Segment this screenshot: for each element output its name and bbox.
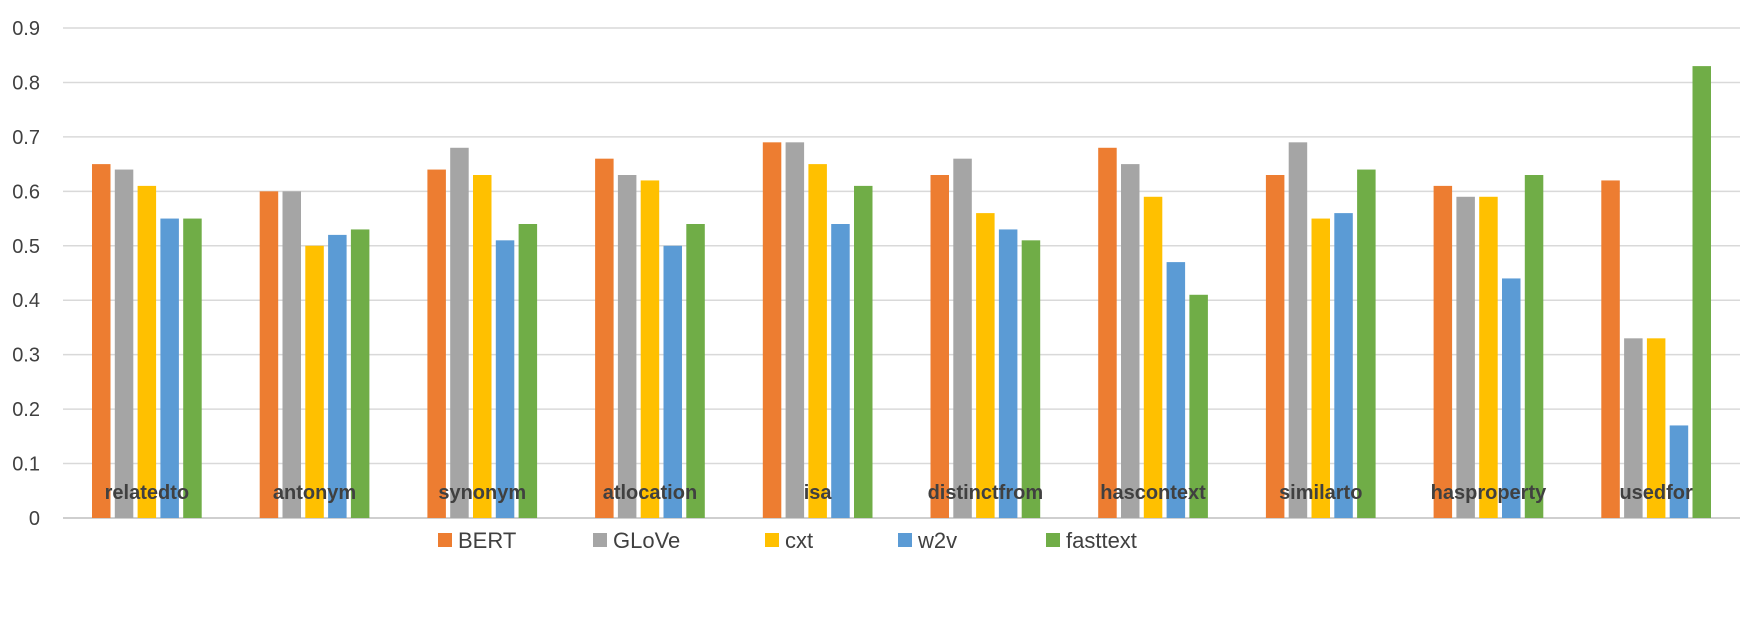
bar-fasttext-atlocation xyxy=(686,224,705,518)
y-tick-label: 0.5 xyxy=(12,236,40,258)
y-tick-label: 0.2 xyxy=(12,399,40,421)
legend-swatch-w2v xyxy=(898,533,912,547)
legend-label: BERT xyxy=(458,528,516,553)
bar-bert-usedfor xyxy=(1601,180,1620,518)
bar-glove-atlocation xyxy=(617,175,637,518)
bar-bert-hasproperty xyxy=(1433,185,1453,518)
bar-bert-distinctfrom xyxy=(930,175,949,518)
legend-item-cxt: cxt xyxy=(765,528,813,553)
bar-cxt-hascontext xyxy=(1143,196,1163,518)
bar-bert-antonym xyxy=(259,191,279,518)
bar-cxt-hasproperty xyxy=(1479,196,1498,518)
legend-swatch-glove xyxy=(593,533,607,547)
bar-w2v-isa xyxy=(831,224,850,518)
bar-fasttext-antonym xyxy=(350,229,370,518)
y-axis-ticks: 0 0.1 0.2 0.3 0.4 0.5 0.6 0.7 0.8 0.9 xyxy=(12,18,40,530)
legend-label: cxt xyxy=(785,528,813,553)
bar-fasttext-usedfor xyxy=(1692,66,1711,519)
x-axis-labels: relatedto antonym synonym atlocation isa dist… xyxy=(105,482,1693,504)
legend-swatch-fasttext xyxy=(1046,533,1060,547)
bar-w2v-atlocation xyxy=(663,245,682,518)
y-tick-label: 0 xyxy=(29,508,40,530)
bar-cxt-synonym xyxy=(473,175,492,518)
y-tick-label: 0.6 xyxy=(12,181,40,203)
y-tick-label: 0.9 xyxy=(12,18,40,40)
legend-swatch-cxt xyxy=(765,533,779,547)
bar-glove-relatedto xyxy=(114,169,134,518)
bar-bert-similarto xyxy=(1265,175,1285,518)
bar-cxt-isa xyxy=(808,164,827,519)
x-tick-label: hascontext xyxy=(1100,482,1206,504)
bar-glove-isa xyxy=(785,142,805,518)
bar-glove-similarto xyxy=(1288,142,1308,518)
bar-fasttext-isa xyxy=(854,185,873,518)
bar-fasttext-synonym xyxy=(518,224,538,518)
x-tick-label: hasproperty xyxy=(1431,482,1547,504)
y-tick-label: 0.1 xyxy=(12,454,40,476)
bar-fasttext-similarto xyxy=(1357,169,1376,518)
x-tick-label: atlocation xyxy=(603,482,697,504)
bar-w2v-similarto xyxy=(1334,213,1353,519)
legend-label: GLoVe xyxy=(613,528,680,553)
bar-cxt-relatedto xyxy=(137,185,157,518)
legend-item-fasttext: fasttext xyxy=(1046,528,1137,553)
x-tick-label: antonym xyxy=(273,482,356,504)
x-tick-label: distinctfrom xyxy=(928,482,1044,504)
bar-cxt-distinctfrom xyxy=(976,213,995,519)
legend-label: fasttext xyxy=(1066,528,1137,553)
x-tick-label: synonym xyxy=(438,482,526,504)
bar-glove-antonym xyxy=(282,191,301,518)
bar-fasttext-hascontext xyxy=(1189,294,1208,518)
x-tick-label: relatedto xyxy=(105,482,189,504)
bar-glove-distinctfrom xyxy=(953,158,972,519)
bar-w2v-antonym xyxy=(328,234,347,518)
bar-cxt-atlocation xyxy=(640,180,660,518)
y-tick-label: 0.8 xyxy=(12,72,40,94)
bar-w2v-hasproperty xyxy=(1502,278,1521,518)
bar-fasttext-distinctfrom xyxy=(1021,240,1041,518)
bar-w2v-hascontext xyxy=(1166,262,1186,518)
bar-glove-hasproperty xyxy=(1456,196,1475,518)
y-tick-label: 0.3 xyxy=(12,345,40,367)
bar-glove-synonym xyxy=(450,147,469,518)
bar-w2v-distinctfrom xyxy=(998,229,1018,518)
bar-glove-usedfor xyxy=(1624,338,1643,518)
bar-bert-synonym xyxy=(427,169,446,518)
legend-swatch-bert xyxy=(438,533,452,547)
bar-w2v-usedfor xyxy=(1669,425,1689,518)
bar-bert-atlocation xyxy=(595,158,614,519)
bars xyxy=(92,66,1711,519)
bar-fasttext-relatedto xyxy=(183,218,202,518)
bar-bert-isa xyxy=(762,142,782,518)
bar-glove-hascontext xyxy=(1121,164,1140,519)
bar-fasttext-hasproperty xyxy=(1524,175,1544,518)
y-tick-label: 0.4 xyxy=(12,290,40,312)
y-tick-label: 0.7 xyxy=(12,127,40,149)
legend-item-w2v: w2v xyxy=(898,528,957,553)
bar-cxt-usedfor xyxy=(1646,338,1666,518)
legend-item-glove: GLoVe xyxy=(593,528,680,553)
legend-label: w2v xyxy=(917,528,957,553)
bar-cxt-similarto xyxy=(1311,218,1330,518)
x-tick-label: similarto xyxy=(1279,482,1362,504)
x-tick-label: usedfor xyxy=(1619,482,1693,504)
bar-w2v-synonym xyxy=(495,240,515,518)
legend-item-bert: BERT xyxy=(438,528,516,553)
bar-bert-hascontext xyxy=(1098,147,1117,518)
bar-w2v-relatedto xyxy=(160,218,179,518)
bar-cxt-antonym xyxy=(305,245,324,518)
bar-bert-relatedto xyxy=(92,164,111,519)
x-tick-label: isa xyxy=(804,482,833,504)
legend: BERT GLoVe cxt w2v fasttext xyxy=(438,528,1137,553)
